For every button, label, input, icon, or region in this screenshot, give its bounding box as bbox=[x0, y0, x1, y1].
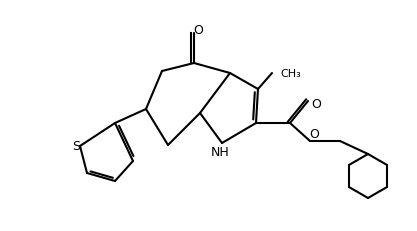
Text: O: O bbox=[311, 98, 321, 111]
Text: O: O bbox=[193, 23, 203, 36]
Text: NH: NH bbox=[211, 145, 229, 158]
Text: O: O bbox=[309, 128, 319, 141]
Text: CH₃: CH₃ bbox=[280, 69, 301, 79]
Text: S: S bbox=[72, 140, 80, 153]
